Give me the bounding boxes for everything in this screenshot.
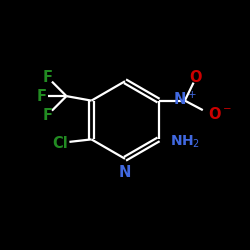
- Text: Cl: Cl: [52, 136, 68, 150]
- Text: O: O: [189, 70, 202, 85]
- Text: O$^-$: O$^-$: [208, 106, 232, 122]
- Text: NH$_2$: NH$_2$: [170, 134, 200, 150]
- Text: F: F: [42, 70, 52, 85]
- Text: F: F: [36, 89, 46, 104]
- Text: F: F: [42, 108, 52, 122]
- Text: N: N: [119, 165, 131, 180]
- Text: N$^+$: N$^+$: [173, 91, 197, 108]
